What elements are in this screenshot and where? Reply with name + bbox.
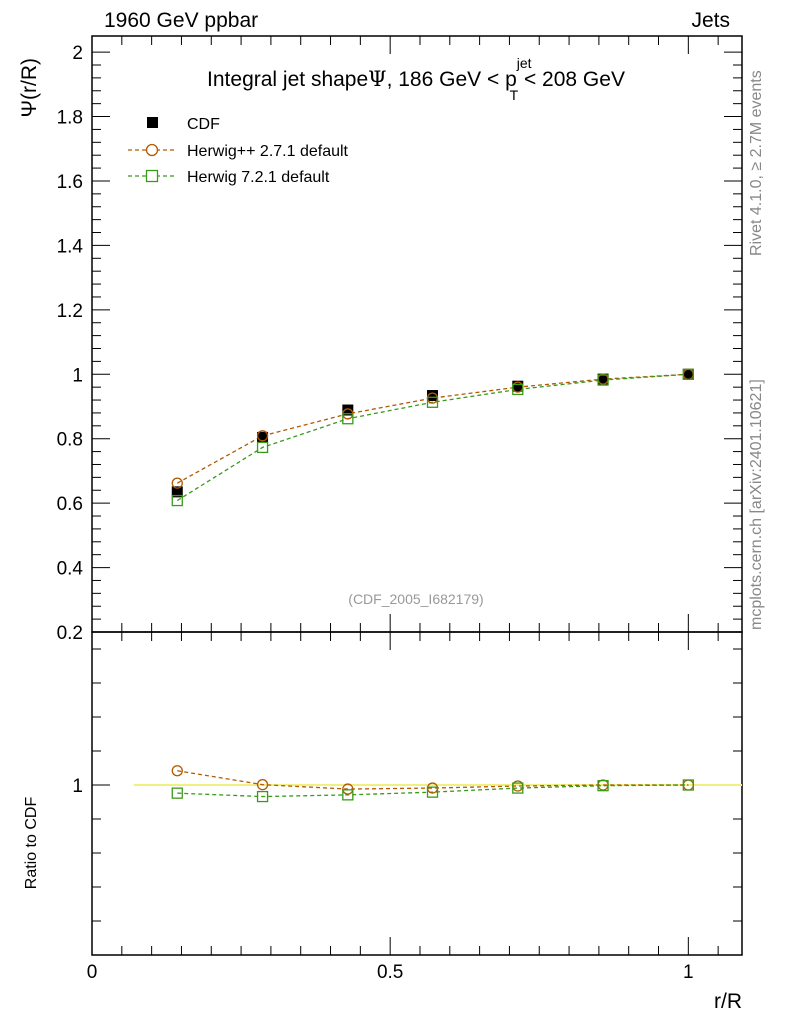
title-mid: , 186 GeV < p [387,68,517,91]
cdf-data-point [171,486,183,498]
herwig7-point [426,396,439,408]
x-tick-label: 1 [683,962,694,983]
cdf-data-point [512,380,524,392]
main-y-tick-label: 0.6 [57,494,83,515]
herwig7-ratio-point [597,780,609,792]
legend-herwigpp-marker [145,143,159,157]
herwig7-ratio-point [256,790,269,803]
title-psi-symbol: Ψ [368,67,386,91]
ratio-y-tick-label: 1 [72,776,83,797]
main-y-tick-label: 1.4 [57,236,84,257]
ratio-plot-panel: 1 0 0.5 1 Ratio to CDF r/R [23,631,743,1013]
main-y-tick-label: 1 [72,365,83,386]
x-tick-label: 0.5 [377,962,403,983]
herwigpp-ratio-point [342,783,354,795]
herwigpp-ratio-point [171,765,183,777]
legend-herwig7-marker [145,169,159,183]
herwigpp-ratio-point [256,779,269,791]
header-left-label: 1960 GeV ppbar [104,9,259,32]
ratio-frame [91,631,743,956]
legend-cdf-label: CDF [187,116,220,133]
header-right-label: Jets [691,9,730,32]
ratio-y-axis-label: Ratio to CDF [23,797,40,890]
title-suffix: < 208 GeV [518,68,625,91]
main-y-tick-label: 0.8 [57,430,83,451]
title-subscript: T [510,87,519,103]
herwig7-ratio-point [426,786,439,798]
herwig7-point [512,383,524,396]
legend: CDF Herwig++ 2.7.1 default Herwig 7.2.1 … [128,116,349,186]
cdf-data-point [342,404,354,416]
legend-herwig7-label: Herwig 7.2.1 default [187,169,330,186]
cdf-data-point [682,368,694,380]
herwigpp-point [256,430,269,442]
main-y-tick-label: 0.2 [57,623,83,644]
herwig7-ratio-point [512,782,524,794]
herwig7-point [342,413,354,425]
herwig7-ratio-point [682,779,694,791]
main-y-tick-label: 2 [72,43,83,64]
main-y-axis-label: Ψ(r/R) [18,58,41,118]
main-y-tick-label: 1.6 [57,172,83,193]
main-y-tick-label: 0.4 [57,559,84,580]
herwigpp-ratio-line [177,770,689,790]
title-prefix: Integral jet shape [207,68,368,91]
herwig7-ratio-point [171,787,183,799]
title-superscript: jet [516,55,532,71]
cdf-data-point [427,390,439,402]
chart-title: Integral jet shapeΨ, 186 GeV < pjet T < 2… [207,55,625,103]
cdf-data-point [257,431,269,443]
herwig7-point [171,494,183,507]
analysis-watermark: (CDF_2005_I682179) [348,591,483,607]
herwig7-point [597,374,609,386]
legend-cdf-marker [147,117,158,128]
legend-herwigpp-label: Herwig++ 2.7.1 default [187,143,349,160]
herwig7-point [682,368,694,380]
main-y-tick-label: 1.2 [57,301,83,322]
main-plot-panel: 0.2 0.4 0.6 0.8 1 1.2 1.4 1.6 1.8 2 (CDF_2005_I68… [18,35,743,644]
herwig7-point [256,441,269,454]
herwig7-ratio-line [177,784,689,798]
x-axis-label: r/R [714,990,742,1013]
x-tick-label: 0 [87,962,98,983]
herwig7-ratio-point [342,789,354,801]
herwigpp-point [171,477,183,489]
main-y-tick-label: 1.8 [57,108,83,129]
cdf-data-point [597,373,609,385]
